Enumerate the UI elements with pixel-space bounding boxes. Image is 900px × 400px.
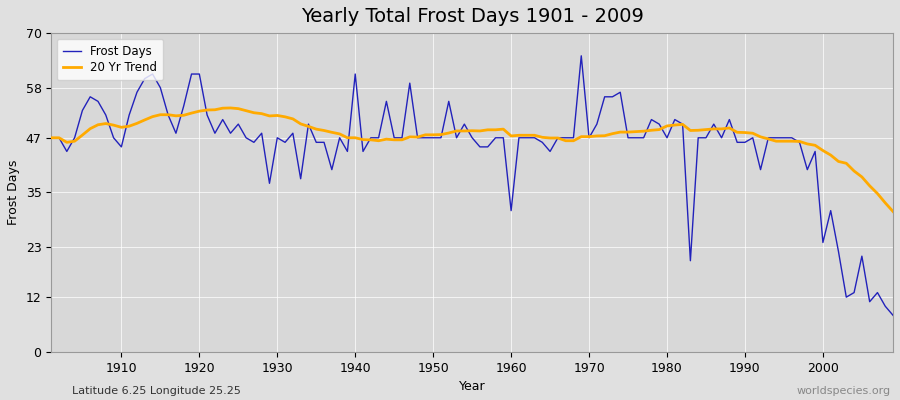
20 Yr Trend [225, 106, 236, 110]
Frost Days [887, 313, 898, 318]
X-axis label: Year: Year [459, 380, 485, 393]
20 Yr Trend [506, 134, 517, 138]
Line: Frost Days: Frost Days [51, 56, 893, 315]
20 Yr Trend [514, 133, 525, 138]
Frost Days [576, 54, 587, 58]
Frost Days [498, 135, 508, 140]
Legend: Frost Days, 20 Yr Trend: Frost Days, 20 Yr Trend [57, 39, 163, 80]
Frost Days [506, 208, 517, 213]
Frost Days [46, 135, 57, 140]
20 Yr Trend [287, 116, 298, 121]
Text: Latitude 6.25 Longitude 25.25: Latitude 6.25 Longitude 25.25 [72, 386, 241, 396]
20 Yr Trend [334, 132, 345, 136]
20 Yr Trend [607, 131, 617, 136]
Frost Days [280, 140, 291, 145]
Frost Days [607, 94, 617, 99]
Title: Yearly Total Frost Days 1901 - 2009: Yearly Total Frost Days 1901 - 2009 [301, 7, 644, 26]
Y-axis label: Frost Days: Frost Days [7, 160, 20, 225]
20 Yr Trend [46, 135, 57, 140]
20 Yr Trend [887, 209, 898, 214]
20 Yr Trend [108, 123, 119, 128]
Text: worldspecies.org: worldspecies.org [796, 386, 891, 396]
Line: 20 Yr Trend: 20 Yr Trend [51, 108, 893, 212]
Frost Days [108, 135, 119, 140]
Frost Days [327, 167, 338, 172]
